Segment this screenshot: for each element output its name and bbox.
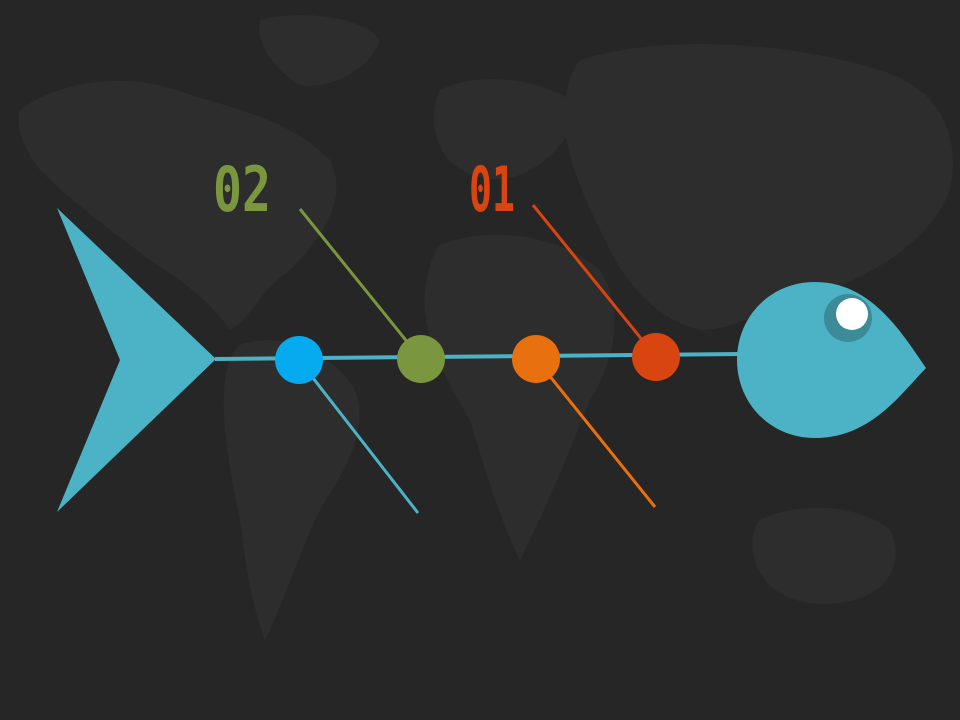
world-map-background — [18, 15, 953, 640]
label-second: 02 — [213, 153, 271, 226]
map-asia — [564, 43, 953, 331]
node-orange — [512, 335, 560, 383]
fish-eye-icon — [836, 298, 868, 330]
map-europe — [433, 79, 573, 179]
node-blue — [275, 336, 323, 384]
label-first: 01 — [469, 153, 515, 226]
rib-orange-lower — [534, 358, 657, 508]
map-africa — [424, 234, 615, 560]
rib-blue-lower — [297, 359, 420, 514]
map-greenland — [259, 15, 380, 86]
rib-first-upper — [531, 204, 658, 358]
map-north-america — [18, 80, 337, 330]
map-australia — [752, 507, 896, 604]
node-green — [397, 335, 445, 383]
map-south-america — [223, 340, 360, 640]
fish-head — [737, 282, 926, 438]
node-red — [632, 333, 680, 381]
fish-tail — [57, 208, 216, 512]
rib-second-upper — [298, 208, 423, 360]
